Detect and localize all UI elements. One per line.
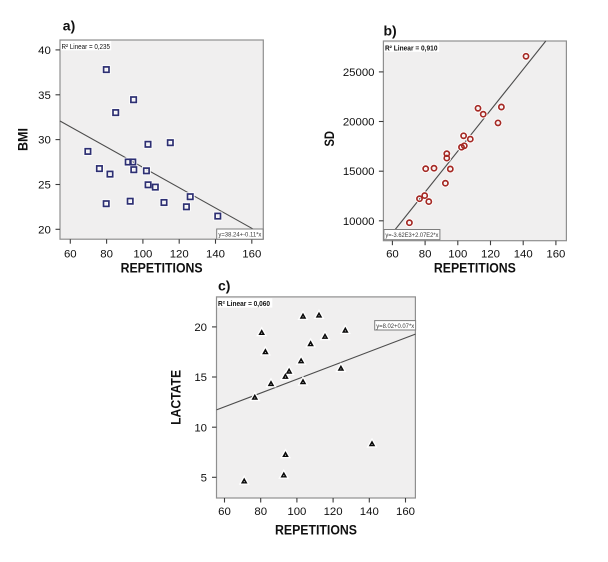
- svg-text:80: 80: [100, 248, 113, 260]
- svg-text:100: 100: [448, 249, 467, 261]
- svg-text:REPETITIONS: REPETITIONS: [275, 522, 357, 537]
- svg-text:REPETITIONS: REPETITIONS: [121, 260, 203, 275]
- svg-text:BMI: BMI: [15, 128, 30, 151]
- svg-text:R² Linear = 0,910: R² Linear = 0,910: [385, 43, 438, 52]
- svg-text:20: 20: [38, 224, 51, 236]
- svg-text:100: 100: [133, 248, 152, 260]
- svg-text:10: 10: [194, 422, 207, 434]
- svg-text:y=38.24+-0.11*x: y=38.24+-0.11*x: [218, 232, 262, 239]
- svg-text:SD: SD: [322, 131, 337, 147]
- svg-text:R² Linear = 0,235: R² Linear = 0,235: [62, 42, 111, 51]
- svg-text:y=-3.62E3+2.07E2*x: y=-3.62E3+2.07E2*x: [385, 232, 439, 239]
- svg-text:120: 120: [170, 248, 189, 260]
- svg-text:160: 160: [242, 248, 261, 260]
- svg-text:30: 30: [38, 135, 51, 147]
- svg-text:R² Linear = 0,060: R² Linear = 0,060: [218, 299, 270, 308]
- svg-text:c): c): [218, 277, 230, 293]
- svg-text:120: 120: [324, 506, 343, 518]
- svg-text:REPETITIONS: REPETITIONS: [434, 260, 516, 275]
- svg-text:80: 80: [254, 506, 267, 518]
- svg-text:y=8.02+0.07*x: y=8.02+0.07*x: [376, 323, 415, 330]
- svg-text:40: 40: [38, 45, 51, 57]
- svg-text:20: 20: [194, 322, 207, 334]
- svg-text:120: 120: [481, 249, 500, 261]
- svg-text:60: 60: [64, 248, 77, 260]
- svg-text:25: 25: [38, 180, 51, 192]
- svg-text:60: 60: [218, 506, 231, 518]
- svg-text:160: 160: [396, 506, 415, 518]
- svg-text:15: 15: [194, 372, 207, 384]
- svg-text:b): b): [384, 23, 397, 39]
- svg-text:10000: 10000: [343, 216, 375, 228]
- svg-text:25000: 25000: [343, 67, 375, 79]
- svg-text:5: 5: [201, 472, 207, 484]
- svg-text:140: 140: [206, 248, 225, 260]
- svg-text:20000: 20000: [343, 117, 375, 129]
- svg-text:140: 140: [360, 506, 379, 518]
- svg-text:a): a): [63, 18, 75, 34]
- svg-text:140: 140: [514, 249, 533, 261]
- svg-text:15000: 15000: [343, 166, 375, 178]
- svg-text:LACTATE: LACTATE: [169, 370, 184, 425]
- svg-text:60: 60: [386, 249, 399, 261]
- svg-text:100: 100: [287, 506, 306, 518]
- svg-text:160: 160: [546, 249, 565, 261]
- svg-text:80: 80: [419, 249, 432, 261]
- svg-text:35: 35: [38, 90, 51, 102]
